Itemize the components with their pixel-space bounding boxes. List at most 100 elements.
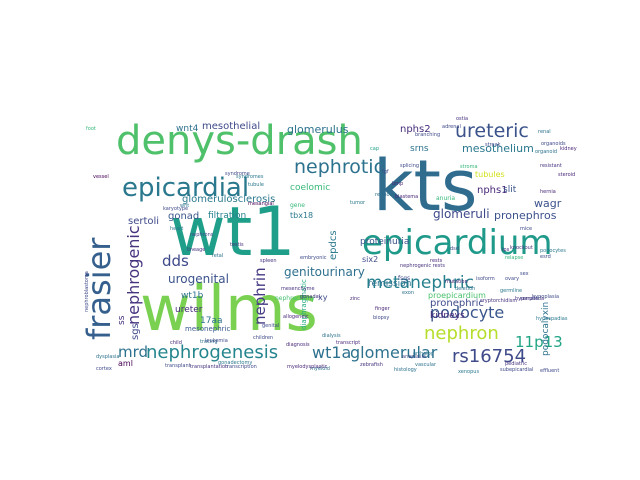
cloud-word: allogeneic [283,314,309,320]
cloud-word: proteinuria [360,237,409,247]
cloud-word: fsgs [398,275,410,282]
cloud-word: glomeruli [433,207,490,221]
cloud-word: pronephric [430,298,484,309]
cloud-word: tubule [248,182,264,188]
cloud-word: rs16754 [452,346,526,367]
cloud-word: anaplasia [402,354,426,360]
cloud-word: mrd [118,343,148,361]
cloud-word: srns [410,144,429,154]
cloud-word: xy [318,293,328,302]
cloud-word: retinoic [375,192,394,198]
cloud-word: karyotype [163,206,188,212]
cloud-word: subepicardial [500,367,533,373]
cloud-word: embryonic [300,255,327,261]
cloud-word: heart [170,226,183,232]
cloud-word: syndromes [236,174,264,180]
cloud-word: wnt [180,203,189,209]
cloud-word: steroid [558,172,575,178]
cloud-word: metanephric [366,273,474,293]
cloud-word: organoids [541,141,566,147]
cloud-word: dysplasia [96,354,119,360]
cloud-word: mesothelium [462,142,534,155]
cloud-word: hypospadias [536,316,568,322]
cloud-word: adrenal [442,124,461,130]
cloud-word: filtration [208,211,246,221]
cloud-word: nephrotic [294,156,384,178]
cloud-word: slit [503,185,517,195]
cloud-word: remission [368,279,411,289]
cloud-word: coelomic [290,183,330,193]
cloud-word: ovary [505,276,519,282]
cloud-word: ss [117,315,127,325]
cloud-word: urogenital [168,272,229,286]
cloud-word: exon [402,290,414,296]
cloud-word: kidneys [430,311,465,321]
cloud-word: genitourinary [284,265,365,279]
cloud-word: wt1b [181,291,204,301]
cloud-word: wagr [534,197,562,210]
cloud-word: mutation [445,279,468,285]
cloud-word: sertoli [128,216,159,227]
cloud-word: podocytes [540,248,566,254]
cloud-word: wnt4 [176,124,199,134]
cloud-word: syndrome [225,171,250,177]
cloud-word: nephron [424,323,499,344]
cloud-word: ips [502,247,510,253]
cloud-word: diagnosis [286,342,310,348]
cloud-word: anuria [436,195,455,202]
cloud-word: tracing [200,339,218,345]
cloud-word: nephrogenesis [146,342,278,363]
cloud-word: streak [485,142,501,148]
cloud-word: transplantation [190,364,228,370]
cloud-word: aml [118,359,133,368]
cloud-word: proepicardium [428,291,486,300]
cloud-word: histology [394,367,417,373]
cloud-word: podocalyxin [541,302,551,356]
cloud-word: kidney [560,146,577,152]
cloud-word: pronephros [494,209,557,222]
cloud-word: foot [86,126,96,132]
cloud-word: children [253,335,273,341]
cloud-word: resistant [540,163,562,169]
cloud-word: mesonephric [185,325,231,333]
cloud-word: nephrogenic [124,225,143,325]
cloud-word: epicardial [122,173,249,203]
cloud-word: somatic [520,296,540,302]
cloud-word: branching [415,132,440,138]
cloud-word: fetal [212,253,223,259]
cloud-word: 11p13 [515,333,563,351]
cloud-word: ureteric [455,120,529,142]
cloud-word: gene [290,202,305,209]
cloud-word: relapse [505,255,523,261]
cloud-word: stroma [460,164,478,170]
cloud-word: testis [230,242,244,248]
cloud-word: ureter [175,305,203,315]
cloud-word: six2 [362,255,378,264]
cloud-word: podocyte [430,303,504,322]
cloud-word: tubules [475,170,505,179]
cloud-word: epicardium [362,223,553,263]
cloud-word: splicing [400,163,419,169]
cloud-word: frasier [80,237,118,340]
cloud-word: hypoplasia [532,294,559,300]
cloud-word: cortex [96,366,112,372]
cloud-word: glomerular [350,343,438,362]
cloud-word: biopsy [373,315,389,321]
cloud-word: 17aa [200,316,222,326]
cloud-word: pediatric [505,361,527,367]
cloud-word: deletion [455,286,475,292]
cloud-word: cap [370,146,379,152]
cloud-word: nephrectomy [275,295,315,302]
cloud-word: renal [538,129,551,135]
cloud-word: organoid [535,149,557,155]
cloud-word: sgs [130,323,141,340]
cloud-word: dds [162,252,189,270]
cloud-word: blastema [395,194,418,200]
cloud-word: xenopus [458,369,479,375]
cloud-word: mesangial [248,201,274,207]
cloud-word: gonadal [300,294,320,300]
cloud-word: gonad [168,211,199,222]
cloud-word: genital [262,323,279,329]
cloud-word: mesothelial [202,121,260,132]
